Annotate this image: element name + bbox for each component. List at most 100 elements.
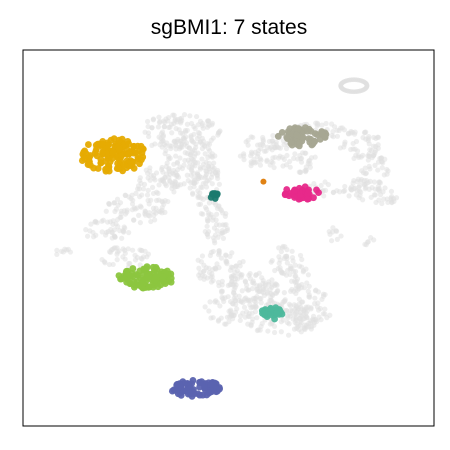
background-point [342, 183, 348, 190]
background-point [365, 239, 371, 245]
background-point [204, 223, 210, 229]
background-point [254, 286, 260, 292]
background-point [178, 115, 185, 121]
state-point [87, 161, 94, 169]
background-point [346, 193, 352, 199]
background-point [281, 298, 287, 304]
state-point [108, 155, 116, 162]
background-point [149, 184, 156, 190]
background-point [133, 190, 139, 196]
background-point [173, 183, 179, 190]
state-point [154, 270, 162, 278]
background-point [179, 144, 185, 150]
state-clusters [78, 124, 330, 400]
background-point [173, 146, 179, 152]
background-point [214, 205, 221, 211]
state-point [81, 147, 89, 155]
background-point [291, 155, 297, 161]
state-point [84, 141, 92, 148]
state-point [267, 304, 275, 312]
background-point [163, 147, 169, 154]
background-point [352, 129, 358, 135]
state-point [311, 138, 318, 146]
background-point [150, 205, 157, 211]
background-point [126, 230, 132, 236]
background-point [85, 233, 91, 239]
state-cluster-1 [78, 135, 147, 175]
background-point [237, 317, 243, 324]
state-point [305, 186, 312, 194]
background-point [145, 118, 151, 125]
background-point [367, 147, 373, 153]
background-point [144, 192, 151, 198]
background-cells [54, 77, 400, 338]
background-point [218, 255, 225, 261]
background-point [196, 201, 202, 208]
background-point [139, 256, 145, 262]
background-point [219, 289, 225, 295]
background-point [106, 201, 112, 207]
background-point [375, 142, 381, 148]
background-point [322, 179, 328, 185]
background-point [198, 211, 204, 217]
background-point [136, 212, 142, 218]
background-point [300, 299, 306, 305]
background-point [156, 114, 162, 120]
state-point [93, 152, 101, 160]
background-point [371, 134, 377, 141]
background-point [277, 265, 283, 271]
background-point [245, 137, 251, 143]
state-cluster-6 [115, 263, 175, 292]
background-point [305, 272, 311, 278]
background-point [180, 135, 187, 141]
state-point [298, 134, 306, 142]
background-point [195, 257, 201, 263]
background-point [362, 165, 368, 171]
background-point [212, 265, 218, 271]
state-point [281, 191, 289, 199]
state-point [137, 142, 145, 150]
background-point [265, 328, 271, 334]
background-point [253, 272, 259, 279]
background-point [366, 151, 372, 157]
background-point [140, 186, 147, 192]
background-point [114, 196, 121, 202]
background-point [267, 162, 273, 168]
background-point [110, 261, 116, 268]
background-point [296, 169, 302, 175]
state-point [125, 140, 133, 148]
background-point [319, 122, 325, 128]
state-point [140, 269, 148, 277]
background-point [217, 128, 223, 134]
background-point [305, 288, 311, 294]
background-point [167, 124, 173, 130]
background-point [379, 200, 385, 207]
background-point [87, 228, 93, 234]
background-point [99, 229, 105, 235]
background-point [190, 139, 197, 145]
background-point [196, 173, 203, 179]
background-point [177, 182, 184, 188]
background-point [205, 146, 211, 152]
background-point [232, 297, 238, 303]
background-point [145, 251, 152, 257]
background-point [223, 252, 229, 258]
state-point [145, 273, 153, 281]
background-point [327, 231, 333, 237]
background-point [250, 316, 256, 322]
background-point [287, 158, 293, 165]
background-point [246, 287, 252, 293]
background-point [125, 246, 131, 252]
state-cluster-3 [281, 183, 322, 203]
background-point [197, 270, 203, 276]
background-point [194, 135, 201, 142]
background-point [201, 276, 207, 282]
state-point [273, 310, 281, 317]
background-point [370, 143, 377, 149]
background-point [167, 155, 173, 161]
background-point [371, 179, 378, 185]
state-point [94, 140, 102, 148]
background-point [304, 322, 310, 329]
background-point [116, 248, 122, 254]
background-point [314, 120, 321, 126]
